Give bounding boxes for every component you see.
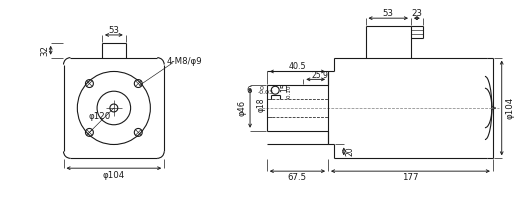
Text: 15: 15 xyxy=(280,82,289,92)
Text: φ18: φ18 xyxy=(256,98,265,112)
Text: 53: 53 xyxy=(383,9,394,18)
Text: 0: 0 xyxy=(258,86,264,91)
Text: 32: 32 xyxy=(40,45,49,56)
Text: 67.5: 67.5 xyxy=(288,173,307,181)
Text: 23: 23 xyxy=(412,9,422,18)
Text: 25: 25 xyxy=(311,71,321,80)
Text: 9: 9 xyxy=(323,71,327,80)
Text: φ46: φ46 xyxy=(238,100,247,116)
Text: 53: 53 xyxy=(109,26,119,35)
Text: 20: 20 xyxy=(345,147,354,156)
Text: 0: 0 xyxy=(287,85,292,89)
Text: φ120: φ120 xyxy=(89,112,111,121)
Text: -0.03: -0.03 xyxy=(258,90,274,95)
Text: 4-M8/φ9: 4-M8/φ9 xyxy=(166,57,202,66)
Text: φ104: φ104 xyxy=(103,171,125,180)
Text: 177: 177 xyxy=(402,173,419,181)
Text: φ104: φ104 xyxy=(505,97,514,119)
Text: 6: 6 xyxy=(247,86,252,95)
Text: 40.5: 40.5 xyxy=(288,62,306,71)
Text: -0.1: -0.1 xyxy=(287,88,292,99)
